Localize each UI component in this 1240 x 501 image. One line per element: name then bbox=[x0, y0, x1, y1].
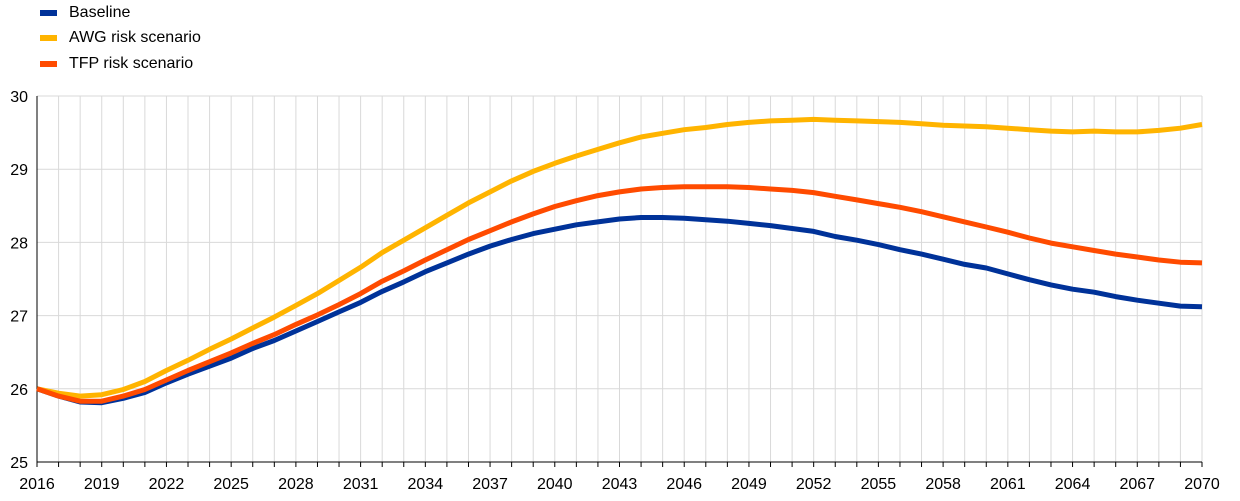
legend-label-awg: AWG risk scenario bbox=[69, 29, 201, 47]
legend-item-awg: AWG risk scenario bbox=[40, 26, 201, 52]
legend-item-tfp: TFP risk scenario bbox=[40, 51, 201, 77]
x-tick-label: 2022 bbox=[149, 476, 185, 493]
y-tick-label: 30 bbox=[10, 89, 28, 106]
x-tick-label: 2025 bbox=[213, 476, 249, 493]
legend-item-baseline: Baseline bbox=[40, 0, 201, 26]
x-tick-label: 2037 bbox=[472, 476, 508, 493]
x-tick-label: 2049 bbox=[731, 476, 767, 493]
x-tick-label: 2040 bbox=[537, 476, 573, 493]
x-tick-label: 2019 bbox=[84, 476, 120, 493]
x-tick-label: 2064 bbox=[1055, 476, 1091, 493]
x-tick-label: 2070 bbox=[1184, 476, 1220, 493]
y-tick-label: 27 bbox=[10, 309, 28, 326]
series-line-awg-risk-scenario bbox=[36, 116, 1203, 399]
x-tick-label: 2058 bbox=[925, 476, 961, 493]
series-line-baseline bbox=[36, 215, 1203, 406]
x-tick-label: 2061 bbox=[990, 476, 1026, 493]
x-tick-label: 2052 bbox=[796, 476, 832, 493]
legend-swatch-tfp bbox=[40, 60, 57, 67]
legend-label-tfp: TFP risk scenario bbox=[69, 54, 194, 72]
y-tick-label: 26 bbox=[10, 382, 28, 399]
x-tick-label: 2028 bbox=[278, 476, 314, 493]
x-tick-label: 2046 bbox=[666, 476, 702, 493]
axes bbox=[36, 96, 1203, 467]
legend-swatch-baseline bbox=[40, 9, 57, 16]
legend-label-baseline: Baseline bbox=[69, 3, 131, 21]
series-lines bbox=[36, 116, 1203, 406]
legend: Baseline AWG risk scenario TFP risk scen… bbox=[40, 0, 201, 77]
x-tick-label: 2067 bbox=[1119, 476, 1155, 493]
x-tick-label: 2016 bbox=[19, 476, 55, 493]
grid bbox=[37, 95, 1203, 462]
y-tick-label: 25 bbox=[10, 455, 28, 472]
tick-labels: 25 26 27 28 29 30 2016 2019 2022 2025 2028 2031 2034… bbox=[10, 89, 1220, 493]
y-tick-label: 28 bbox=[10, 235, 28, 252]
series-line-tfp-risk-scenario bbox=[36, 184, 1203, 404]
x-tick-label: 2043 bbox=[602, 476, 638, 493]
legend-swatch-awg bbox=[40, 35, 57, 42]
x-tick-label: 2031 bbox=[343, 476, 379, 493]
y-tick-label: 29 bbox=[10, 162, 28, 179]
x-tick-label: 2034 bbox=[408, 476, 444, 493]
x-tick-label: 2055 bbox=[861, 476, 897, 493]
